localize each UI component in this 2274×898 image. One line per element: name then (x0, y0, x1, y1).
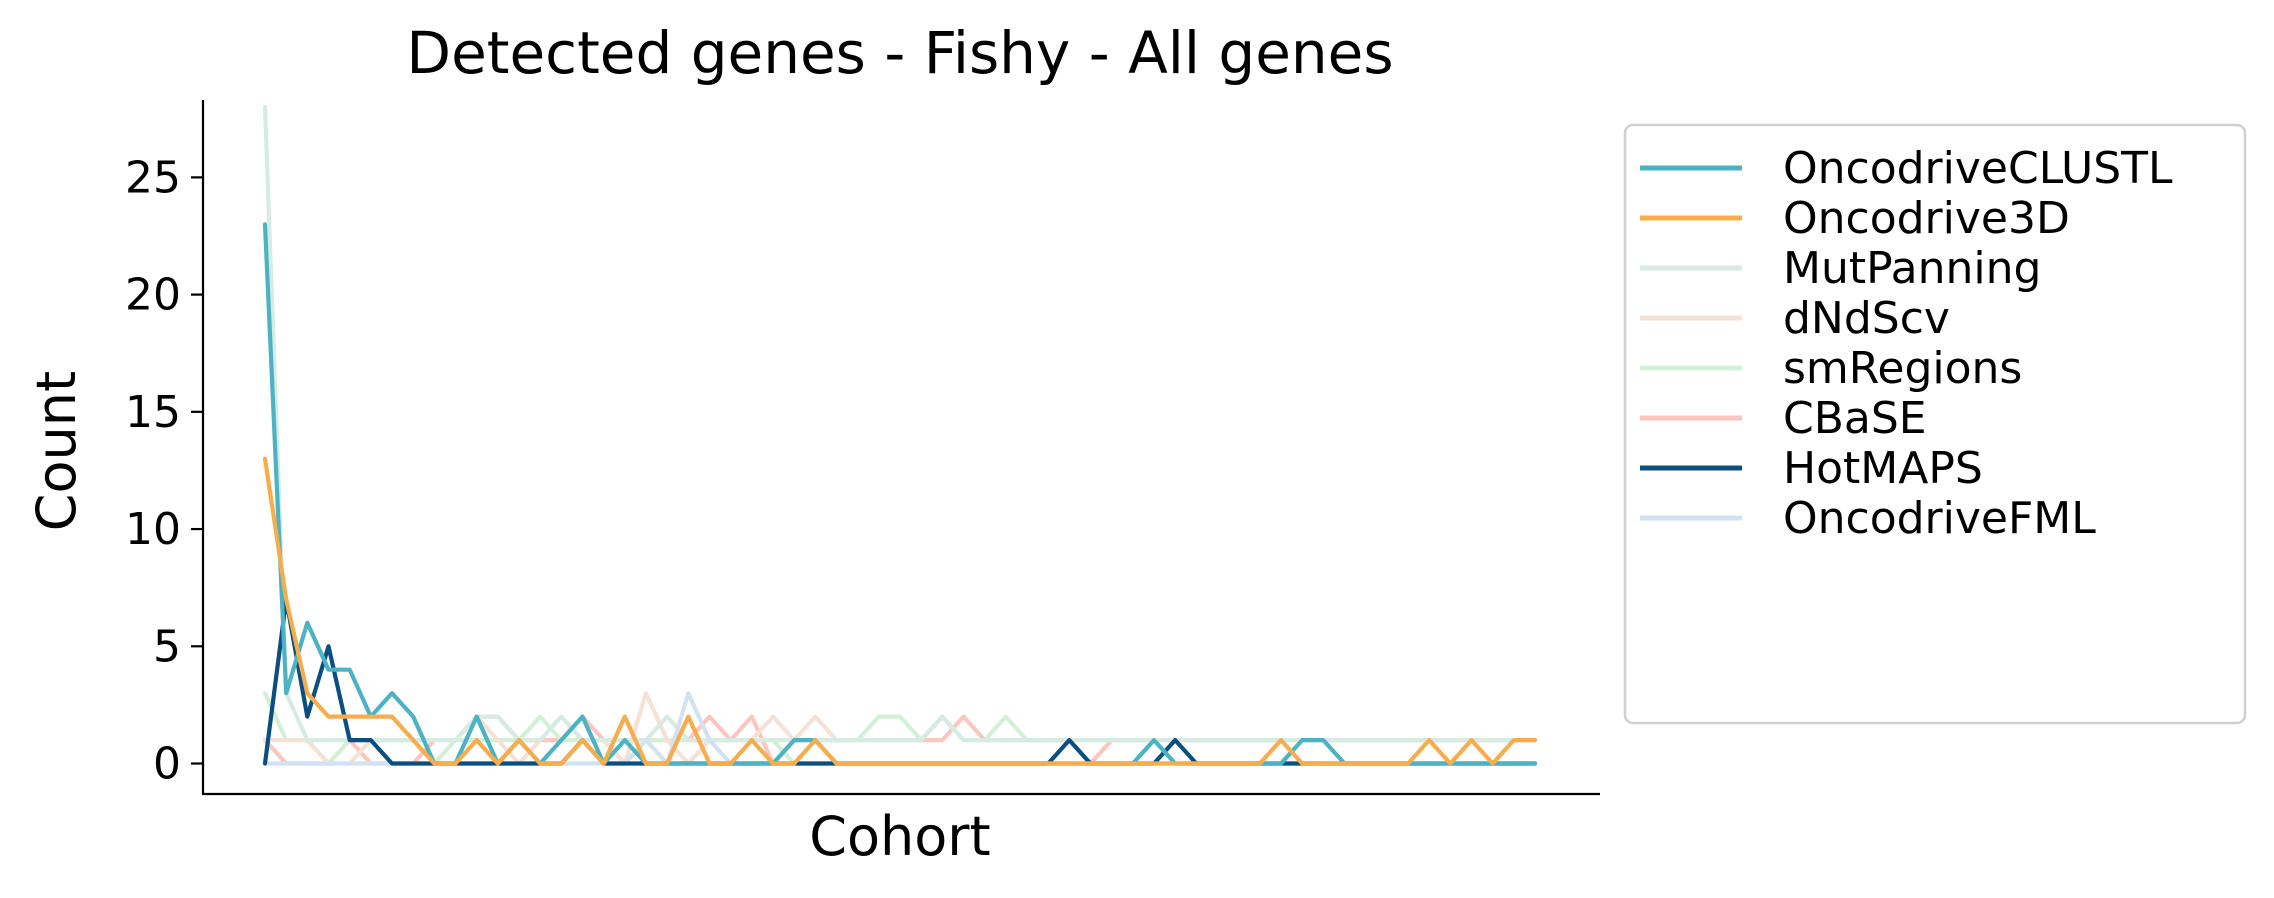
y-axis-title: Count (25, 371, 88, 531)
y-tick-label: 25 (125, 152, 181, 203)
y-tick-label: 5 (153, 621, 181, 672)
x-axis-title: Cohort (809, 805, 990, 868)
series-group (262, 104, 1538, 766)
legend-box (1623, 123, 2247, 725)
series-line-oncodrive3d (262, 456, 1538, 766)
legend-label-mutpanning: MutPanning (1783, 243, 2041, 294)
series-line-oncodrivefml (262, 691, 1538, 766)
series-line-oncodriveclustl (262, 222, 1538, 766)
chart-title: Detected genes - Fishy - All genes (406, 19, 1393, 87)
legend: OncodriveCLUSTLOncodrive3DMutPanningdNdS… (1623, 123, 2247, 725)
y-ticks: 0 5 10 15 20 25 (125, 152, 203, 790)
legend-label-oncodriveclustl: OncodriveCLUSTL (1783, 143, 2173, 194)
legend-label-dndscv: dNdScv (1783, 293, 1950, 344)
series-line-mutpanning (262, 104, 1538, 743)
legend-label-oncodrivefml: OncodriveFML (1783, 493, 2096, 544)
legend-label-oncodrive3d: Oncodrive3D (1783, 193, 2070, 244)
legend-label-smregions: smRegions (1783, 343, 2022, 394)
y-tick-label: 0 (153, 739, 181, 790)
series-line-dndscv (262, 691, 1538, 766)
legend-items: OncodriveCLUSTLOncodrive3DMutPanningdNdS… (1640, 143, 2173, 544)
y-tick-label: 10 (125, 504, 181, 555)
legend-label-cbase: CBaSE (1783, 393, 1927, 444)
legend-label-hotmaps: HotMAPS (1783, 443, 1983, 494)
y-tick-label: 15 (125, 387, 181, 438)
series-line-smregions (262, 691, 1538, 766)
y-tick-label: 20 (125, 270, 181, 321)
